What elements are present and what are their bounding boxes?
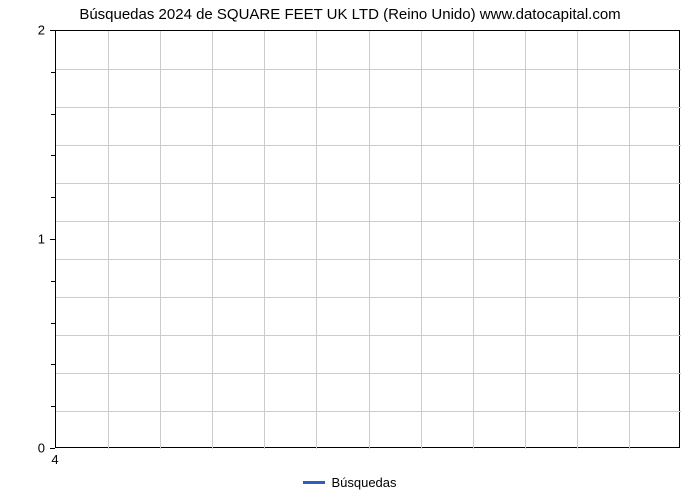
grid-vertical	[421, 31, 422, 449]
grid-horizontal	[56, 335, 681, 336]
grid-vertical	[629, 31, 630, 449]
y-axis-minor-tick	[51, 155, 55, 156]
y-axis-label: 0	[25, 441, 45, 456]
grid-horizontal	[56, 145, 681, 146]
legend-label: Búsquedas	[331, 475, 396, 490]
legend: Búsquedas	[0, 474, 700, 490]
y-axis-label: 2	[25, 23, 45, 38]
y-axis-tick	[50, 448, 55, 449]
grid-horizontal	[56, 107, 681, 108]
y-axis-minor-tick	[51, 364, 55, 365]
grid-horizontal	[56, 411, 681, 412]
y-axis-minor-tick	[51, 114, 55, 115]
legend-swatch	[303, 481, 325, 484]
y-axis-label: 1	[25, 232, 45, 247]
chart-title: Búsquedas 2024 de SQUARE FEET UK LTD (Re…	[0, 6, 700, 23]
y-axis-minor-tick	[51, 281, 55, 282]
grid-vertical	[316, 31, 317, 449]
y-axis-minor-tick	[51, 406, 55, 407]
grid-horizontal	[56, 373, 681, 374]
grid-vertical	[160, 31, 161, 449]
y-axis-minor-tick	[51, 197, 55, 198]
grid-horizontal	[56, 69, 681, 70]
y-axis-minor-tick	[51, 72, 55, 73]
grid-vertical	[369, 31, 370, 449]
grid-vertical	[108, 31, 109, 449]
grid-horizontal	[56, 183, 681, 184]
grid-vertical	[473, 31, 474, 449]
grid-horizontal	[56, 297, 681, 298]
y-axis-minor-tick	[51, 323, 55, 324]
chart-container: Búsquedas 2024 de SQUARE FEET UK LTD (Re…	[0, 0, 700, 500]
x-axis-label: 4	[51, 452, 58, 467]
grid-vertical	[577, 31, 578, 449]
plot-area	[55, 30, 680, 448]
grid-vertical	[264, 31, 265, 449]
grid-horizontal	[56, 221, 681, 222]
y-axis-tick	[50, 30, 55, 31]
grid-vertical	[212, 31, 213, 449]
grid-horizontal	[56, 259, 681, 260]
grid-vertical	[525, 31, 526, 449]
y-axis-tick	[50, 239, 55, 240]
